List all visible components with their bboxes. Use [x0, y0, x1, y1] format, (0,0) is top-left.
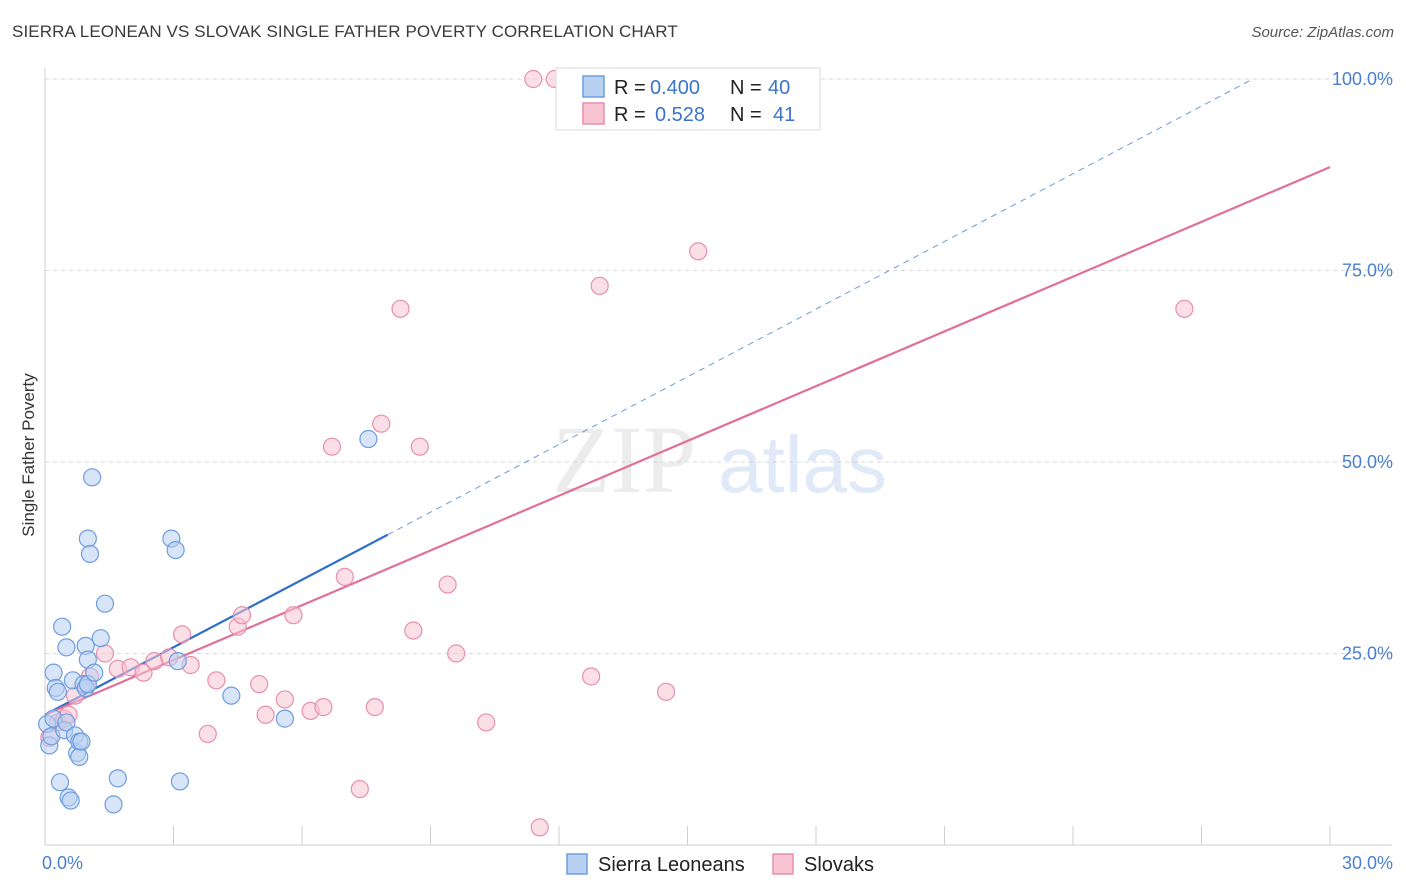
trend-line-slovaks	[44, 166, 1331, 716]
y-tick-label: 25.0%	[1342, 644, 1393, 664]
point-sierra-leoneans	[50, 773, 70, 792]
point-slovaks	[590, 276, 609, 295]
point-sierra-leoneans	[78, 529, 97, 548]
x-tick-label: 30.0%	[1342, 853, 1393, 873]
point-sierra-leoneans	[170, 772, 190, 791]
legend-swatch-pink	[582, 102, 605, 125]
point-slovaks	[404, 621, 423, 640]
legend-r-label: R =	[614, 77, 646, 99]
point-slovaks	[1175, 299, 1194, 318]
legend-swatch-blue	[582, 75, 605, 98]
axes	[44, 68, 1392, 846]
point-slovaks	[656, 682, 676, 701]
y-tick-label: 50.0%	[1342, 452, 1393, 472]
point-sierra-leoneans	[95, 594, 115, 613]
point-slovaks	[350, 779, 369, 799]
legend-r-value-blue: 0.400	[650, 77, 700, 99]
point-sierra-leoneans	[275, 709, 294, 728]
point-slovaks	[134, 663, 153, 682]
point-slovaks	[275, 690, 294, 709]
point-slovaks	[322, 437, 342, 456]
point-sierra-leoneans	[57, 638, 76, 657]
point-slovaks	[689, 242, 708, 261]
point-slovaks	[250, 675, 269, 694]
watermark-zip: ZIP	[552, 406, 696, 513]
legend-r-label: R =	[614, 104, 646, 126]
point-sierra-leoneans	[48, 682, 67, 701]
legend-n-value-blue: 40	[768, 77, 790, 99]
point-slovaks	[335, 567, 354, 587]
point-slovaks	[391, 299, 410, 318]
trend-lines	[44, 78, 1331, 716]
point-sierra-leoneans	[168, 652, 187, 671]
legend-n-value-pink: 41	[773, 104, 795, 126]
legend-bottom-label-slovaks: Slovaks	[804, 854, 874, 876]
legend-n-label: N =	[730, 77, 762, 99]
point-sierra-leoneans	[70, 747, 89, 767]
point-slovaks	[372, 414, 391, 433]
series-sierra-leoneans	[38, 429, 378, 814]
point-slovaks	[198, 724, 217, 744]
y-tick-label: 100.0%	[1332, 69, 1393, 89]
trend-line-sierra-leoneans	[44, 533, 389, 716]
legend-r-value-pink: 0.528	[655, 104, 705, 126]
legend-n-label: N =	[730, 104, 762, 126]
point-slovaks	[256, 705, 275, 724]
y-tick-labels: 25.0% 50.0% 75.0% 100.0%	[1332, 69, 1393, 664]
point-slovaks	[314, 698, 333, 717]
point-slovaks	[145, 652, 164, 671]
point-sierra-leoneans	[91, 629, 110, 648]
legend-bottom-label-sierra-leoneans: Sierra Leoneans	[598, 854, 745, 876]
legend-bottom-swatch-pink	[772, 853, 794, 875]
point-sierra-leoneans	[104, 795, 123, 814]
point-sierra-leoneans	[83, 468, 102, 487]
point-slovaks	[284, 606, 303, 625]
legend-bottom-swatch-blue	[566, 853, 588, 875]
point-slovaks	[207, 671, 226, 690]
watermark: ZIP atlas	[552, 406, 887, 513]
point-slovaks	[365, 698, 384, 717]
point-slovaks	[530, 818, 549, 837]
watermark-atlas: atlas	[718, 420, 887, 509]
point-sierra-leoneans	[57, 713, 76, 732]
point-slovaks	[447, 644, 466, 663]
point-sierra-leoneans	[85, 663, 104, 682]
point-sierra-leoneans	[166, 540, 185, 560]
gridlines	[45, 78, 1392, 654]
point-sierra-leoneans	[222, 686, 241, 705]
point-slovaks	[438, 575, 457, 594]
legend-series: Sierra Leoneans Slovaks	[566, 853, 874, 876]
trend-extension-sierra-leoneans	[387, 78, 1254, 536]
legend-stats: R = 0.400 N = 40 R = 0.528 N = 41	[555, 67, 821, 131]
point-sierra-leoneans	[53, 617, 72, 636]
point-slovaks	[232, 606, 252, 625]
point-slovaks	[582, 667, 601, 686]
y-axis-title: Single Father Poverty	[19, 373, 38, 537]
chart-title: SIERRA LEONEAN VS SLOVAK SINGLE FATHER P…	[12, 22, 678, 41]
point-slovaks	[410, 437, 429, 456]
y-tick-label: 75.0%	[1342, 261, 1393, 281]
point-sierra-leoneans	[72, 732, 91, 751]
point-sierra-leoneans	[61, 791, 80, 810]
x-tick-labels: 0.0% 30.0%	[42, 853, 1393, 873]
point-sierra-leoneans	[108, 769, 127, 788]
point-slovaks	[477, 713, 496, 732]
point-sierra-leoneans	[44, 663, 63, 682]
x-tick-label: 0.0%	[42, 853, 83, 873]
source-label: Source: ZipAtlas.com	[1251, 24, 1394, 41]
point-slovaks	[95, 644, 115, 663]
point-sierra-leoneans	[359, 429, 378, 449]
point-slovaks	[524, 69, 543, 89]
point-slovaks	[172, 625, 192, 644]
point-sierra-leoneans	[80, 544, 100, 564]
